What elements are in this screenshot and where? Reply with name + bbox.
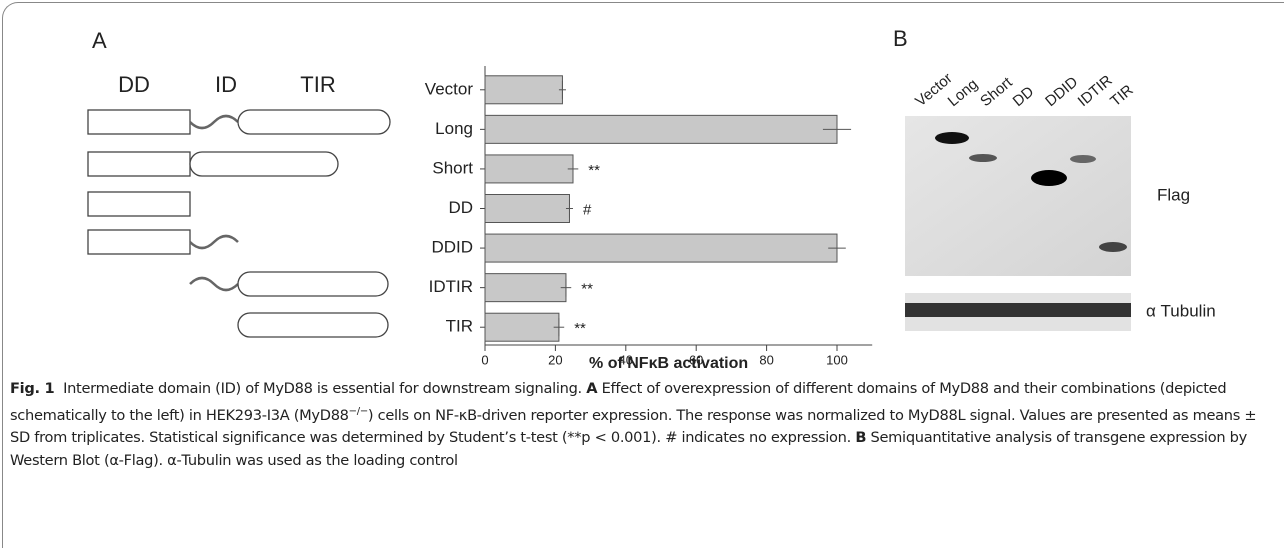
lane-label: Vector (912, 70, 956, 110)
y-tick-label: Short (432, 158, 473, 177)
caption-panel: A (586, 380, 597, 397)
significance-label: ** (588, 162, 600, 179)
figure-number: Fig. 1 (10, 380, 54, 397)
x-tick-label: 100 (826, 352, 848, 367)
significance-label: ** (574, 320, 586, 337)
page: A B DD ID TIR VectorLongShortDDDDIDIDTIR… (0, 0, 1284, 540)
panel-label: B (893, 26, 908, 51)
significance-label: ** (581, 281, 593, 298)
caption-title: Intermediate domain (ID) of MyD88 is ess… (63, 380, 582, 397)
bar (485, 234, 837, 262)
caption-panel: B (855, 429, 866, 446)
lane-label: IDTIR (1075, 72, 1116, 110)
bar (485, 195, 569, 223)
y-tick-label: IDTIR (429, 277, 473, 296)
domain-label: DD (118, 72, 150, 97)
bar (485, 155, 573, 183)
blot-label: Flag (1157, 185, 1190, 204)
y-tick-label: DD (448, 198, 473, 217)
caption-sup: −/− (349, 406, 368, 417)
schematic (88, 110, 390, 337)
caption: Fig. 1 Intermediate domain (ID) of MyD88… (10, 378, 1272, 472)
domain-label: TIR (300, 72, 335, 97)
bar (485, 115, 837, 143)
blot-label: α Tubulin (1146, 301, 1216, 320)
x-tick-label: 0 (481, 352, 488, 367)
y-tick-label: DDID (431, 238, 473, 257)
bar (485, 313, 559, 341)
domain-label: ID (215, 72, 237, 97)
x-axis-title: % of NFκB activation (589, 355, 748, 372)
panel-label: A (92, 28, 107, 53)
y-tick-label: Long (435, 119, 473, 138)
lane-label: DDID (1042, 73, 1081, 110)
y-tick-label: TIR (446, 317, 473, 336)
significance-label: # (583, 201, 592, 218)
bar (485, 274, 566, 302)
x-tick-label: 80 (759, 352, 773, 367)
lane-label: Short (977, 74, 1016, 111)
y-tick-label: Vector (425, 79, 474, 98)
x-tick-label: 20 (548, 352, 562, 367)
bar (485, 76, 562, 104)
western-blot (905, 116, 1131, 331)
